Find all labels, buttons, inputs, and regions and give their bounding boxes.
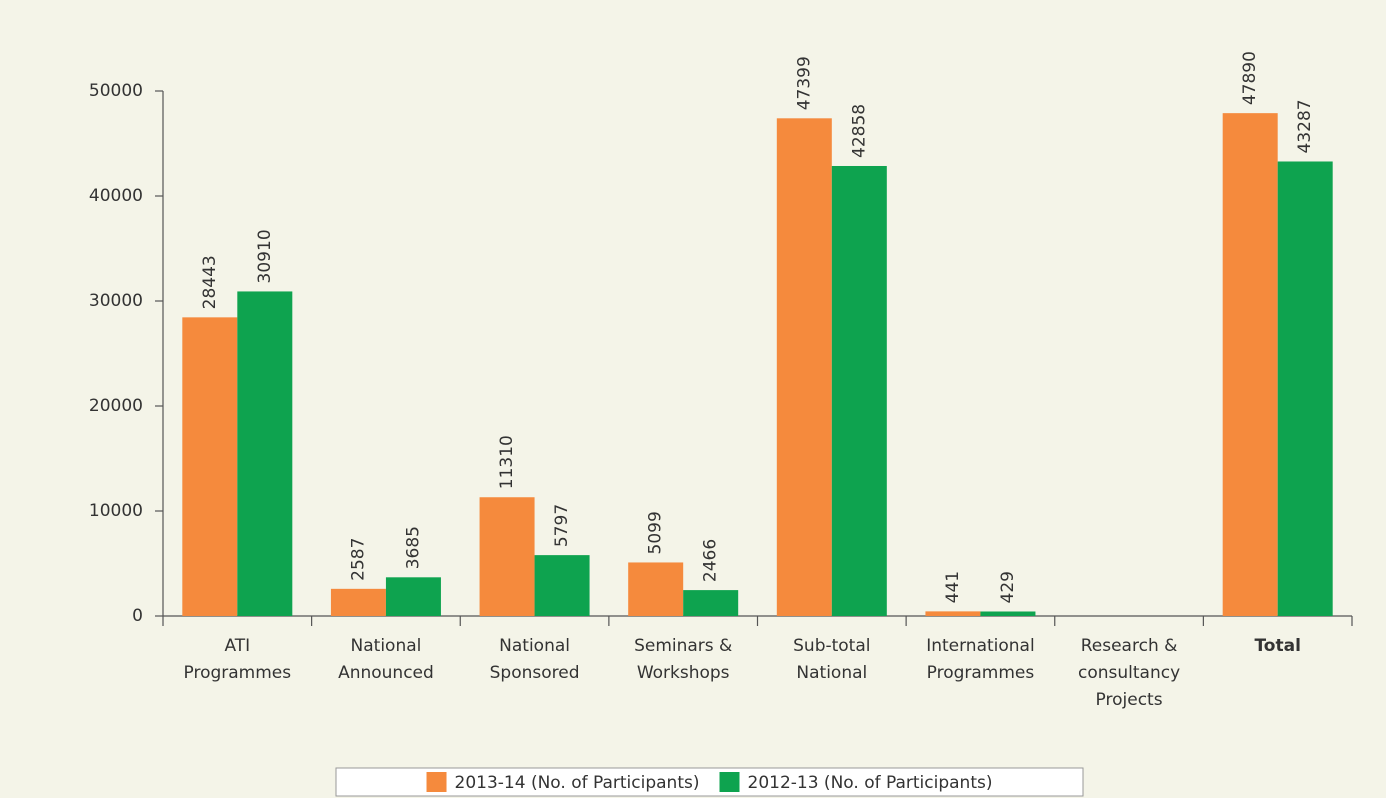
bar	[776, 118, 832, 617]
legend-label: 2012-13 (No. of Participants)	[748, 773, 993, 793]
value-label: 47890	[1240, 51, 1260, 105]
bar	[831, 165, 887, 616]
bar	[980, 611, 1036, 616]
y-tick-label: 0	[132, 606, 143, 626]
value-label: 28443	[200, 255, 220, 309]
x-tick-label: Seminars &	[634, 636, 732, 656]
value-label: 47399	[794, 56, 814, 110]
bar	[683, 590, 739, 616]
value-label: 2466	[701, 539, 721, 582]
y-tick-label: 30000	[89, 291, 143, 311]
x-tick-label: Announced	[338, 663, 434, 683]
legend-box	[335, 767, 1084, 797]
x-tick-label: National	[499, 636, 570, 656]
bar	[628, 562, 684, 616]
value-label: 30910	[255, 229, 275, 283]
value-label: 441	[943, 571, 963, 603]
legend: 2013-14 (No. of Participants) 2012-13 (No…	[335, 767, 1084, 797]
x-tick-label: ATI	[224, 636, 250, 656]
value-label: 42858	[849, 104, 869, 158]
value-label: 11310	[497, 435, 517, 489]
y-tick-label: 20000	[89, 396, 143, 416]
bar	[182, 317, 238, 616]
y-tick-label: 50000	[89, 81, 143, 101]
bar	[385, 577, 441, 616]
y-tick-label: 40000	[89, 186, 143, 206]
value-label: 5797	[552, 504, 572, 547]
x-tick-label: Programmes	[184, 663, 292, 683]
x-tick-label: National	[796, 663, 867, 683]
bar	[479, 497, 535, 616]
x-tick-label: National	[351, 636, 422, 656]
bar	[1222, 113, 1278, 616]
bar	[925, 611, 981, 616]
x-tick-label: Sponsored	[490, 663, 580, 683]
legend-swatch	[426, 772, 447, 792]
value-label: 3685	[403, 526, 423, 569]
x-tick-label: Projects	[1096, 690, 1163, 710]
x-tick-label: Research &	[1081, 636, 1178, 656]
legend-swatch	[719, 772, 740, 792]
value-label: 429	[998, 571, 1018, 603]
x-tick-label: International	[926, 636, 1035, 656]
bar	[534, 555, 590, 616]
value-label: 43287	[1295, 99, 1315, 153]
x-tick-label: consultancy	[1078, 663, 1180, 683]
legend-label: 2013-14 (No. of Participants)	[455, 773, 700, 793]
x-tick-label: Sub-total	[793, 636, 870, 656]
bar	[330, 588, 386, 616]
y-tick-label: 10000	[89, 501, 143, 521]
bar	[237, 291, 293, 616]
value-label: 2587	[348, 538, 368, 581]
x-tick-label: Programmes	[927, 663, 1035, 683]
value-label: 5099	[646, 511, 666, 554]
x-tick-label: Total	[1254, 636, 1300, 656]
x-tick-label: Workshops	[637, 663, 730, 683]
bar	[1277, 161, 1333, 616]
